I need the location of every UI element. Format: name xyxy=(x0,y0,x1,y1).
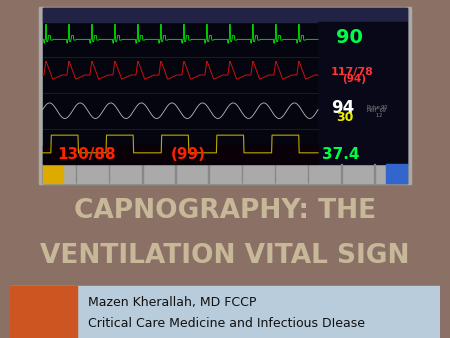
Bar xyxy=(43,8,407,183)
Text: 90: 90 xyxy=(336,28,363,47)
Bar xyxy=(39,7,411,184)
Text: 30: 30 xyxy=(336,111,354,124)
Text: 12: 12 xyxy=(367,113,382,118)
Text: CAPNOGRAPHY: THE: CAPNOGRAPHY: THE xyxy=(74,198,376,224)
Text: 37.4: 37.4 xyxy=(322,147,359,163)
Text: Perf  69: Perf 69 xyxy=(367,108,386,113)
Text: Mazen Kherallah, MD FCCP: Mazen Kherallah, MD FCCP xyxy=(88,296,256,309)
Text: 130/88: 130/88 xyxy=(57,147,116,163)
Bar xyxy=(386,164,407,183)
Text: 94: 94 xyxy=(331,99,354,117)
Text: (94): (94) xyxy=(342,74,366,84)
Bar xyxy=(43,164,407,183)
Bar xyxy=(10,286,440,338)
Text: Critical Care Medicine and Infectious DIease: Critical Care Medicine and Infectious DI… xyxy=(88,317,364,330)
Bar xyxy=(43,8,407,22)
Bar xyxy=(10,286,77,338)
Bar xyxy=(318,22,407,164)
Text: (99): (99) xyxy=(170,147,205,163)
Bar xyxy=(43,145,318,164)
Bar xyxy=(43,164,63,183)
Text: Pulse 90: Pulse 90 xyxy=(367,105,387,110)
Text: VENTILATION VITAL SIGN: VENTILATION VITAL SIGN xyxy=(40,243,410,269)
Text: 117/78: 117/78 xyxy=(331,67,374,77)
